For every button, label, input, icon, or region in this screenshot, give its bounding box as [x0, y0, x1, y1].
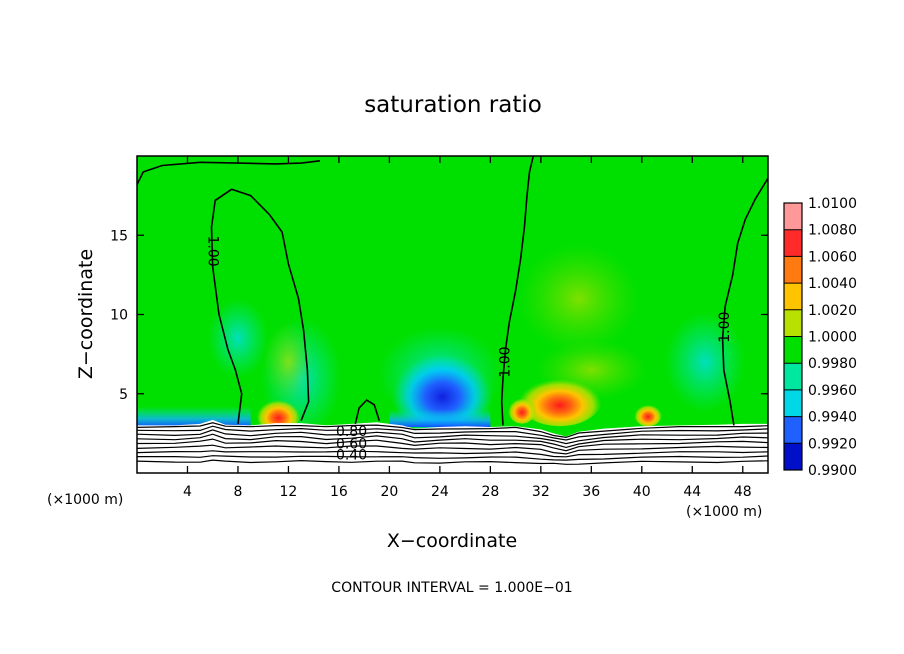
field-supersaturated-core-4 — [507, 395, 536, 424]
contour-label-3: 1.00 — [717, 312, 733, 343]
plot-area: 1.00 1.00 1.00 0.800.600.40 — [137, 156, 768, 473]
colorbar-swatch-2 — [784, 229, 802, 257]
x-tick-label-32: 32 — [532, 484, 550, 500]
field-moist-zone-1 — [518, 243, 639, 354]
x-tick-label-12: 12 — [280, 484, 298, 500]
contour-label-6: 0.40 — [336, 448, 367, 464]
x-axis-ticks: 4 8 12 16 20 24 28 32 36 40 44 48 — [183, 156, 752, 500]
terrain-line-2 — [137, 425, 768, 441]
x-unit-right: (×1000 m) — [686, 504, 762, 520]
terrain-contour-lines — [137, 422, 768, 465]
contour-center — [500, 156, 535, 426]
y-tick-label-15: 15 — [110, 228, 128, 244]
chart-title: saturation ratio — [364, 92, 542, 118]
contour-small-hump — [354, 399, 381, 425]
colorbar-label-2: 1.0080 — [808, 223, 857, 239]
colorbar-label-4: 1.0040 — [808, 276, 857, 292]
field-dry-base-center — [389, 409, 491, 428]
x-tick-label-44: 44 — [683, 484, 701, 500]
field-layer — [137, 243, 745, 439]
field-supersaturated-core-2 — [517, 374, 602, 427]
colorbar-swatch-3 — [784, 256, 802, 284]
colorbar: 1.0100 1.0080 1.0060 1.0040 1.0020 1.0000 0.99… — [783, 196, 857, 479]
x-tick-label-4: 4 — [183, 484, 192, 500]
terrain-line-3 — [137, 429, 768, 445]
terrain-line-6 — [137, 444, 768, 455]
contour-label-5: 0.60 — [336, 436, 367, 452]
colorbar-label-6: 1.0000 — [808, 330, 857, 346]
x-axis-title: X−coordinate — [387, 530, 517, 552]
colorbar-label-11: 0.9900 — [808, 463, 857, 479]
field-dry-base-left — [137, 406, 251, 428]
colorbar-label-9: 0.9940 — [808, 410, 857, 426]
colorbar-swatch-9 — [784, 416, 802, 444]
x-tick-label-48: 48 — [734, 484, 752, 500]
colorbar-swatch-6 — [784, 336, 802, 364]
terrain-line-7 — [137, 450, 768, 458]
colorbar-swatch-4 — [784, 283, 802, 310]
x-tick-label-28: 28 — [481, 484, 499, 500]
x-unit-left: (×1000 m) — [47, 492, 123, 508]
terrain — [137, 419, 768, 473]
x-tick-label-16: 16 — [330, 484, 348, 500]
field-humid-zone-3 — [664, 312, 745, 413]
field-supersaturated-core-3 — [634, 402, 663, 427]
contour-label-1: 1.00 — [205, 236, 221, 267]
colorbar-label-3: 1.0060 — [808, 249, 857, 265]
y-tick-label-10: 10 — [110, 308, 128, 324]
contour-labels: 1.00 1.00 1.00 0.800.600.40 — [205, 236, 733, 464]
colorbar-swatch-1 — [784, 203, 802, 230]
contour-right — [721, 177, 768, 426]
y-axis-title: Z−coordinate — [75, 249, 97, 379]
colorbar-swatch-8 — [784, 389, 802, 417]
x-tick-label-40: 40 — [633, 484, 651, 500]
terrain-line-5 — [137, 438, 768, 452]
colorbar-label-8: 0.9960 — [808, 383, 857, 399]
contour-lines — [137, 156, 768, 426]
terrain-line-9 — [137, 459, 768, 465]
terrain-line-1 — [137, 422, 768, 439]
colorbar-label-7: 0.9980 — [808, 356, 857, 372]
contour-label-2: 1.00 — [498, 346, 514, 377]
contour-top-left — [137, 160, 321, 185]
y-tick-label-5: 5 — [119, 387, 128, 403]
contour-label-4: 0.80 — [336, 424, 367, 440]
terrain-line-8 — [137, 455, 768, 461]
colorbar-label-10: 0.9920 — [808, 436, 857, 452]
field-moist-zone-3 — [263, 322, 314, 403]
x-tick-label-8: 8 — [233, 484, 242, 500]
x-tick-label-20: 20 — [380, 484, 398, 500]
colorbar-swatch-10 — [784, 443, 802, 470]
colorbar-swatch-5 — [784, 309, 802, 337]
contour-interval-note: CONTOUR INTERVAL = 1.000E−01 — [331, 580, 572, 596]
x-tick-label-24: 24 — [431, 484, 449, 500]
field-humid-zone-4 — [207, 298, 268, 379]
y-axis-ticks: 5 10 15 — [110, 228, 768, 403]
colorbar-label-5: 1.0020 — [808, 303, 857, 319]
colorbar-swatch-7 — [784, 363, 802, 390]
contour-loop-left — [210, 188, 310, 424]
terrain-line-4 — [137, 433, 768, 449]
colorbar-label-1: 1.0100 — [808, 196, 857, 212]
x-tick-label-36: 36 — [582, 484, 600, 500]
